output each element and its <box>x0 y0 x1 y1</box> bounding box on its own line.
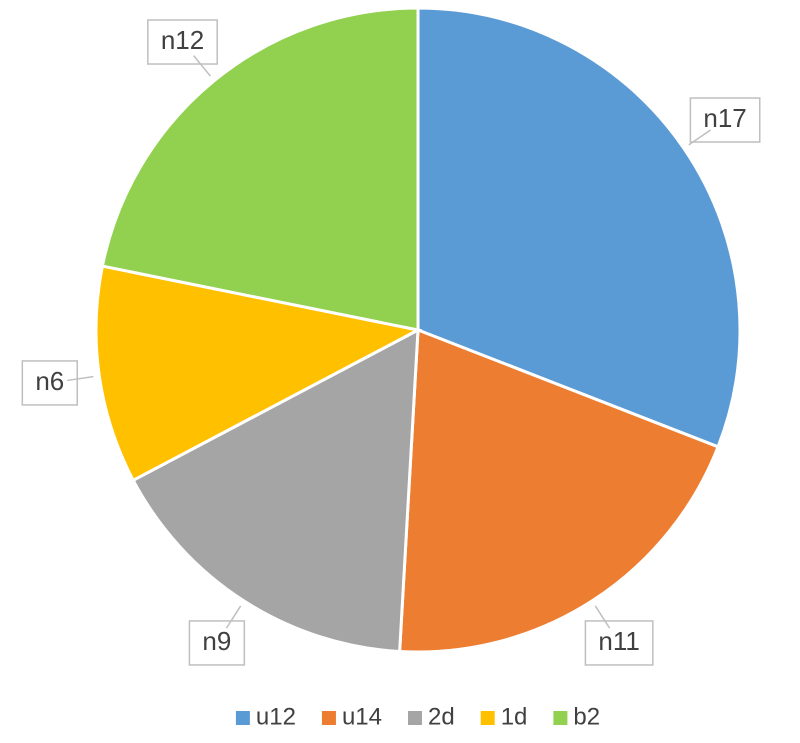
data-label: n17 <box>703 103 746 133</box>
pie-slice <box>131 327 420 654</box>
leader-line <box>688 129 711 146</box>
label-box <box>584 620 654 666</box>
leader-line <box>193 55 211 77</box>
leader-line <box>594 605 611 629</box>
leader-line <box>225 605 242 629</box>
legend-swatch <box>235 711 250 725</box>
legend-swatch <box>321 711 336 725</box>
data-label: n11 <box>598 626 639 656</box>
label-box <box>147 19 218 65</box>
data-labels: n17 n11 n9 n6 n12 <box>21 19 761 666</box>
data-label: n12 <box>161 25 204 55</box>
label-box <box>689 97 761 143</box>
data-label: n6 <box>35 366 64 396</box>
legend-swatch <box>480 711 495 725</box>
legend: u12 u14 2d 1d b2 <box>235 703 600 730</box>
label-box <box>188 620 246 666</box>
pie-slice <box>416 6 742 449</box>
legend-label: b2 <box>573 703 600 730</box>
pie-slice <box>398 327 721 654</box>
data-label: n9 <box>202 626 231 656</box>
legend-label: 1d <box>501 703 528 730</box>
legend-label: 2d <box>428 703 455 730</box>
pie <box>94 6 742 654</box>
legend-label: u14 <box>342 703 382 730</box>
legend-swatch <box>407 711 422 725</box>
label-box <box>21 360 78 406</box>
legend-swatch <box>553 711 568 725</box>
leader-line <box>67 375 94 382</box>
legend-label: u12 <box>256 703 296 730</box>
pie-slice <box>100 6 420 332</box>
pie-slice <box>94 264 423 483</box>
